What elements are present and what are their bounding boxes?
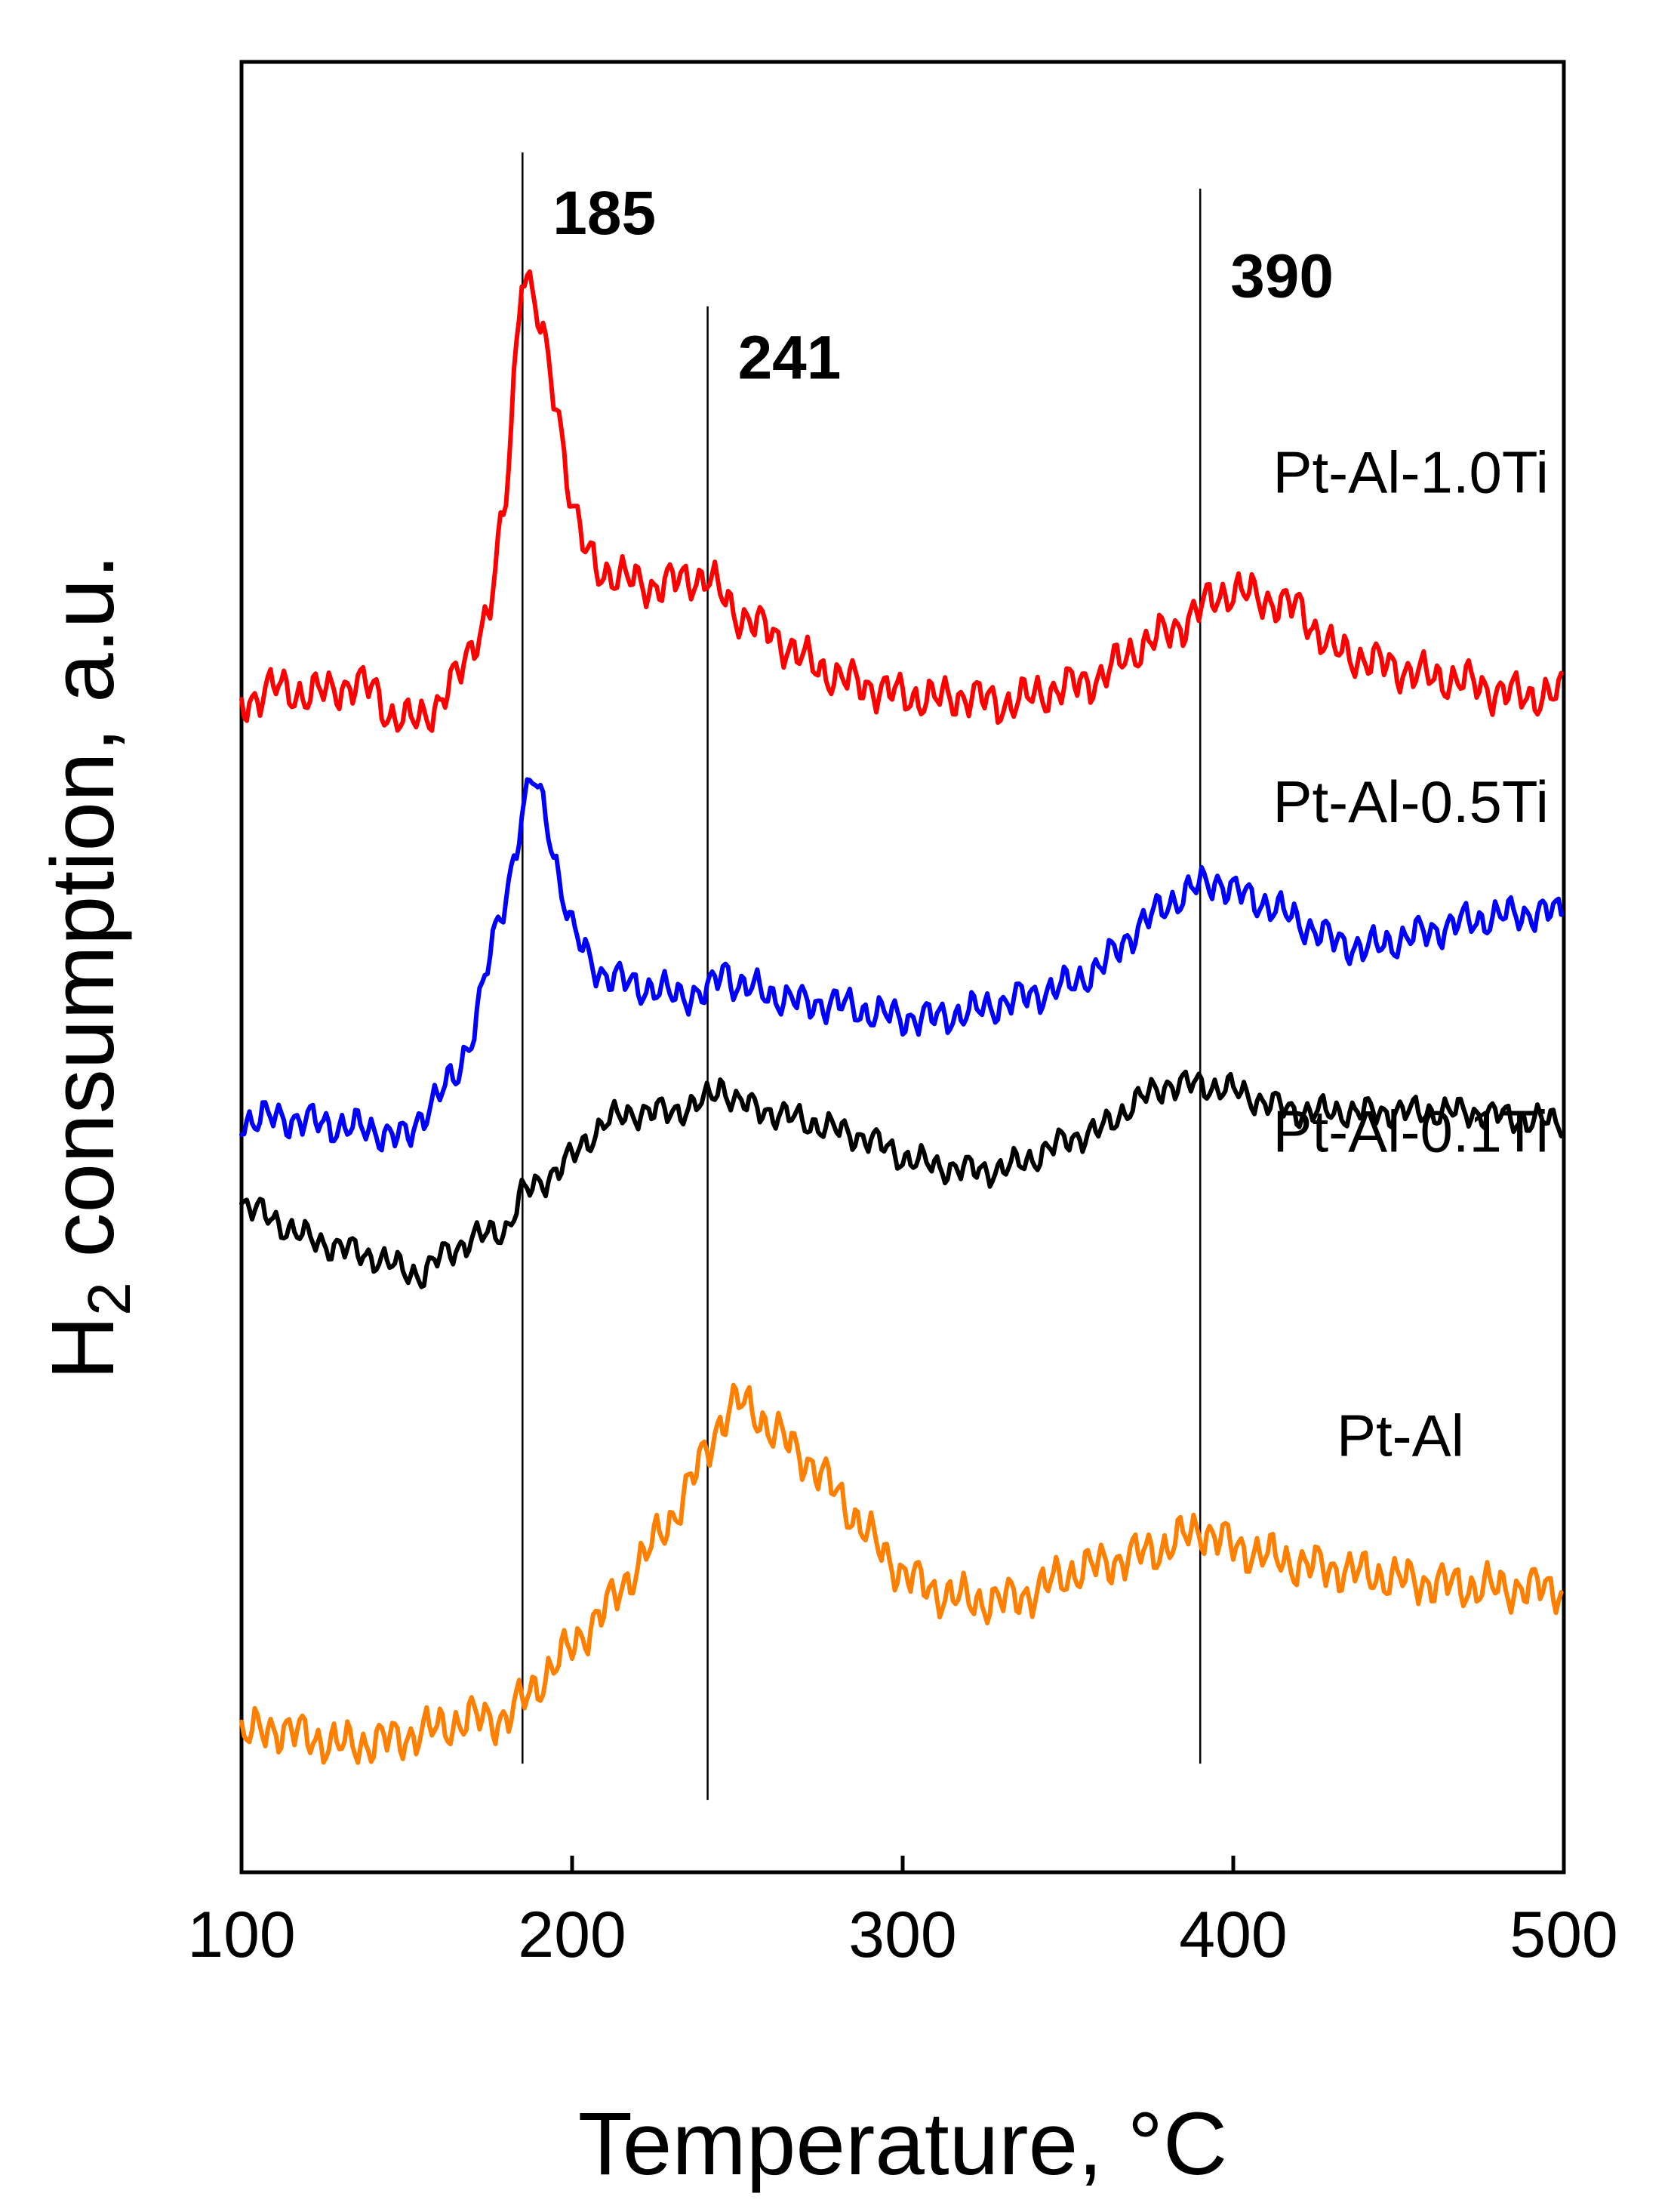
peak-reference-lines: 185 241 390: [522, 152, 1334, 1801]
series-label-Pt-Al-0.5Ti: Pt-Al-0.5Ti: [1273, 769, 1549, 835]
peak-label-390: 390: [1230, 242, 1334, 311]
series-line-Pt-Al-0.1Ti: [239, 1069, 1564, 1289]
y-axis-title-main: H: [33, 1316, 133, 1380]
x-tick-label: 100: [187, 1899, 296, 1971]
plot-frame: [239, 60, 1566, 1875]
y-axis-title-subscript: 2: [75, 1282, 143, 1316]
x-tick-label: 500: [1510, 1899, 1618, 1971]
y-axis-title: H2 consumption, a.u.: [33, 554, 143, 1380]
x-axis-tick-labels: 100 200 300 400 500: [187, 1899, 1618, 1971]
series-line-Pt-Al-0.5Ti: [239, 777, 1564, 1153]
peak-label-185: 185: [552, 179, 656, 248]
series-line-Pt-Al: [239, 1382, 1564, 1765]
series-label-Pt-Al: Pt-Al: [1337, 1402, 1464, 1468]
x-tick-label: 400: [1179, 1899, 1288, 1971]
peak-label-241: 241: [738, 324, 842, 393]
series-line-Pt-Al-1.0Ti: [239, 269, 1564, 733]
x-tick-label: 200: [518, 1899, 626, 1971]
series-label-Pt-Al-1.0Ti: Pt-Al-1.0Ti: [1273, 439, 1549, 506]
x-axis-ticks: [239, 1856, 1566, 1872]
series-label-Pt-Al-0.1Ti: Pt-Al-0.1Ti: [1273, 1098, 1549, 1165]
x-tick-label: 300: [848, 1899, 957, 1971]
y-axis-title-rest: consumption, a.u.: [33, 554, 133, 1282]
x-axis-title: Temperature, °C: [578, 2094, 1227, 2194]
series-group: Pt-Al-1.0Ti Pt-Al-0.5Ti Pt-Al-0.1Ti Pt-Al: [239, 269, 1564, 1765]
